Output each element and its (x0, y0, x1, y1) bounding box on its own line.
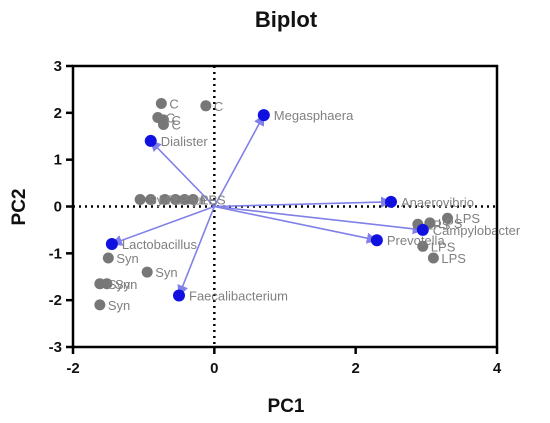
sample-point (155, 97, 167, 109)
loading-arrow (110, 205, 215, 246)
x-tick-label: -2 (66, 360, 79, 377)
sample-label: LPS (438, 216, 463, 231)
loading-label: Faecalibacterium (189, 288, 288, 303)
y-axis-title: PC2 (9, 189, 30, 226)
sample-label: LPS (193, 192, 218, 207)
loading-label: Dialister (161, 134, 209, 149)
sample-point (200, 100, 212, 112)
sample-point (169, 193, 181, 205)
sample-label: C (214, 99, 223, 114)
plot-area: C CCCCSynLPSLPSSynLPSLPSSynSynSynSynSynLP… (49, 58, 521, 377)
sample-label: Syn (115, 277, 137, 292)
sample-label: Syn (183, 192, 205, 207)
sample-label: Syn (108, 277, 130, 292)
y-tick-label: 1 (54, 152, 62, 169)
sample-point (179, 193, 191, 205)
sample-label: Syn (116, 251, 138, 266)
sample-point (141, 266, 153, 278)
loading-point (173, 289, 185, 302)
sample-point (134, 193, 146, 205)
loading-arrow (214, 205, 378, 244)
loading-label: Megasphaera (274, 108, 354, 123)
loading-label: Prevotella (387, 233, 446, 248)
sample-point (159, 193, 171, 205)
sample-label: C (171, 113, 180, 128)
y-tick-label: -3 (49, 339, 62, 356)
loading-point (105, 237, 118, 250)
sample-label: Syn (155, 265, 177, 280)
loading-label: Lactobacillus (122, 237, 198, 252)
sample-label: Syn (108, 298, 130, 313)
loading-point (416, 223, 429, 236)
sample-point (157, 119, 169, 131)
y-tick-label: -2 (49, 292, 62, 309)
x-axis-title: PC1 (268, 396, 305, 417)
loading-arrow (213, 114, 265, 207)
y-tick-label: 2 (54, 105, 62, 122)
sample-label: LPS (426, 217, 451, 232)
sample-label: C (169, 96, 178, 111)
sample-point (187, 193, 199, 205)
sample-point (102, 252, 114, 264)
sample-point (427, 252, 439, 264)
loading-arrow (177, 206, 216, 297)
y-tick-label: -1 (49, 245, 62, 262)
loading-arrow (214, 196, 393, 208)
sample-point (101, 278, 113, 290)
sample-label: C (166, 111, 175, 126)
x-tick-label: 0 (210, 360, 218, 377)
sample-label: LPS (159, 192, 184, 207)
loading-arrow (214, 205, 424, 235)
sample-label: LPS (441, 251, 466, 266)
sample-point (442, 212, 454, 224)
loading-point (385, 195, 397, 208)
sample-point (417, 240, 429, 252)
loading-point (370, 234, 383, 247)
x-tick-label: 2 (351, 360, 359, 377)
sample-point (94, 299, 106, 311)
sample-point (424, 217, 436, 229)
loading-label: Anaerovibrio (401, 195, 474, 210)
sample-label: LPS (201, 192, 226, 207)
sample-point (145, 193, 157, 205)
y-tick-label: 0 (54, 199, 62, 216)
sample-label: LPS (456, 211, 481, 226)
x-tick-label: 4 (493, 360, 502, 377)
chart-title: Biplot (255, 7, 318, 32)
sample-label: Syn (148, 192, 170, 207)
loading-label: Campylobacter (433, 223, 521, 238)
loading-arrow (149, 140, 215, 208)
y-tick-label: 3 (54, 58, 62, 75)
sample-label: LPS (173, 192, 198, 207)
sample-label: LPS (431, 239, 456, 254)
sample-label: C (171, 118, 180, 133)
loading-point (257, 109, 270, 122)
loading-point (144, 134, 157, 147)
